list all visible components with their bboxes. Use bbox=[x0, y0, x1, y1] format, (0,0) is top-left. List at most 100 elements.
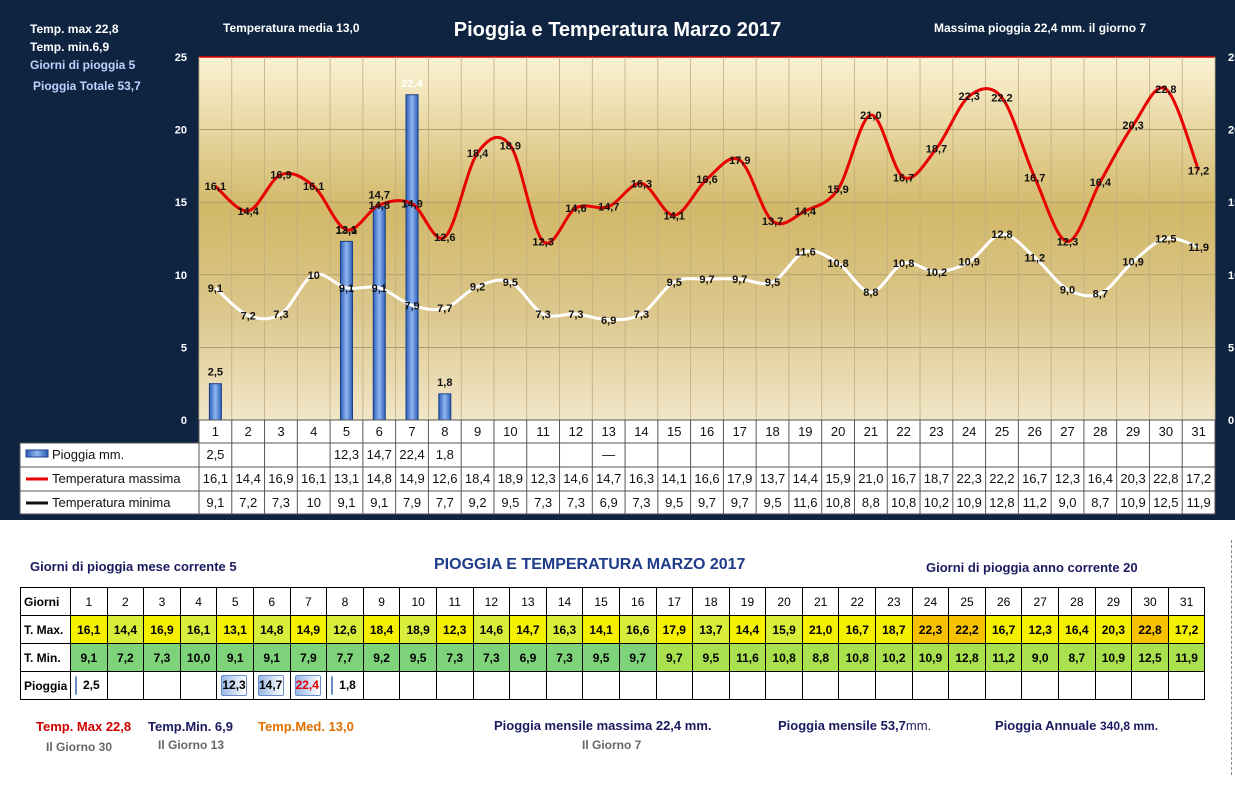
summary-cell: 9,1 bbox=[216, 643, 254, 672]
table-value: 16,4 bbox=[1088, 471, 1113, 486]
summary-cell: 19 bbox=[728, 587, 767, 616]
table-value: 9,1 bbox=[206, 495, 224, 510]
rain-cell-bar: 14,7 bbox=[257, 675, 284, 696]
table-value: 16,6 bbox=[694, 471, 719, 486]
table-value: 7,3 bbox=[272, 495, 290, 510]
table-value: 12,8 bbox=[989, 495, 1014, 510]
summary-cell: 7,3 bbox=[435, 643, 474, 672]
tmin-point-label: 7,3 bbox=[568, 309, 583, 321]
day-label: 4 bbox=[310, 424, 317, 439]
summary-row-label: T. Min. bbox=[20, 643, 71, 672]
table-value: 16,7 bbox=[891, 471, 916, 486]
summary-cell: 21,0 bbox=[801, 615, 840, 644]
summary-cell: 7,3 bbox=[143, 643, 181, 672]
max-rain-stat: Massima pioggia 22,4 mm. il giorno 7 bbox=[934, 21, 1147, 35]
table-value: 21,0 bbox=[858, 471, 883, 486]
rain-cell-bar: 1,8 bbox=[331, 676, 358, 695]
summary-cell: 23 bbox=[875, 587, 913, 616]
day-label: 26 bbox=[1028, 424, 1042, 439]
summary-row-label: T. Max. bbox=[20, 615, 71, 644]
rain-cell-bar: 2,5 bbox=[75, 676, 102, 695]
footer-tmed: Temp.Med. 13,0 bbox=[258, 719, 354, 734]
summary-cell bbox=[362, 671, 401, 700]
tmin-point-label: 9,0 bbox=[1060, 284, 1075, 296]
summary-cell: 31 bbox=[1167, 587, 1206, 616]
table-value: 16,1 bbox=[301, 471, 326, 486]
tmax-point-label: 16,7 bbox=[1024, 173, 1045, 185]
summary-cell bbox=[106, 671, 145, 700]
summary-cell bbox=[509, 671, 547, 700]
summary-cell: 22,2 bbox=[948, 615, 986, 644]
y-tick-label-right: 25 bbox=[1228, 52, 1235, 64]
day-label: 15 bbox=[667, 424, 681, 439]
y-tick-label-right: 20 bbox=[1228, 125, 1235, 137]
rain-days-stat: Giorni di pioggia 5 bbox=[30, 58, 136, 72]
day-label: 16 bbox=[700, 424, 714, 439]
table-value: 16,1 bbox=[203, 471, 228, 486]
day-label: 31 bbox=[1191, 424, 1205, 439]
summary-cell: 16,4 bbox=[1058, 615, 1096, 644]
summary-cell: 11,2 bbox=[984, 643, 1023, 672]
table-value: 12,6 bbox=[432, 471, 457, 486]
summary-cell: 10,0 bbox=[179, 643, 218, 672]
summary-cell bbox=[801, 671, 840, 700]
tmin-point-label: 7,3 bbox=[535, 309, 550, 321]
footer-year-rain-label: Pioggia Annuale bbox=[995, 718, 1100, 733]
tmin-point-label: 9,1 bbox=[372, 283, 387, 295]
summary-cell: 7,7 bbox=[326, 643, 364, 672]
tmin-point-label: 8,8 bbox=[863, 287, 878, 299]
day-label: 5 bbox=[343, 424, 350, 439]
rain-cell-bar: 22,4 bbox=[294, 675, 321, 696]
tmax-point-label: 16,1 bbox=[303, 181, 324, 193]
tmax-point-label: 17,2 bbox=[1188, 165, 1209, 177]
table-value: 1,8 bbox=[436, 447, 454, 462]
table-value: 22,3 bbox=[957, 471, 982, 486]
table-value: 14,8 bbox=[367, 471, 392, 486]
tmin-point-label: 7,3 bbox=[273, 309, 288, 321]
tmax-point-label: 14,1 bbox=[664, 210, 685, 222]
table-value: 22,2 bbox=[989, 471, 1014, 486]
summary-cell bbox=[875, 671, 913, 700]
table-value: 9,2 bbox=[469, 495, 487, 510]
table-value: 18,9 bbox=[498, 471, 523, 486]
summary-cell: 14,8 bbox=[252, 615, 291, 644]
summary-cell: 16,7 bbox=[984, 615, 1023, 644]
summary-cell: 8 bbox=[326, 587, 364, 616]
table-value: 9,7 bbox=[698, 495, 716, 510]
summary-cell: 17,9 bbox=[655, 615, 694, 644]
summary-cell: 6,9 bbox=[509, 643, 547, 672]
table-value: 14,7 bbox=[596, 471, 621, 486]
chart-title: Pioggia e Temperatura Marzo 2017 bbox=[453, 19, 782, 41]
tmax-point-label: 14,7 bbox=[598, 202, 619, 214]
tmax-stat: Temp. max 22,8 bbox=[30, 22, 119, 36]
summary-cell: 13,1 bbox=[216, 615, 254, 644]
rain-bar bbox=[438, 393, 452, 421]
summary-cell bbox=[1058, 671, 1096, 700]
footer-year-rain-unit: mm. bbox=[1130, 719, 1159, 733]
summary-cell bbox=[948, 671, 986, 700]
footer-tmin-day: Il Giorno 13 bbox=[158, 738, 225, 752]
tmax-point-label: 20,3 bbox=[1122, 120, 1143, 132]
rain-bar bbox=[405, 94, 419, 421]
table-value: 10,8 bbox=[891, 495, 916, 510]
tmax-point-label: 17,9 bbox=[729, 155, 750, 167]
summary-cell bbox=[1167, 671, 1206, 700]
summary-cell: 15,9 bbox=[765, 615, 803, 644]
day-label: 8 bbox=[441, 424, 448, 439]
rain-cell-bar: 12,3 bbox=[221, 675, 248, 696]
tmax-point-label: 13,7 bbox=[762, 216, 783, 228]
summary-cell bbox=[618, 671, 657, 700]
summary-cell: 18,9 bbox=[399, 615, 437, 644]
table-value: 11,9 bbox=[1186, 495, 1210, 510]
summary-cell: 14,4 bbox=[106, 615, 145, 644]
table-value: 9,1 bbox=[337, 495, 355, 510]
table-value: 13,1 bbox=[334, 471, 359, 486]
table-value: 20,3 bbox=[1120, 471, 1145, 486]
summary-cell bbox=[1094, 671, 1133, 700]
summary-cell: 16,7 bbox=[838, 615, 877, 644]
summary-cell: 11 bbox=[435, 587, 474, 616]
tmin-point-label: 9,7 bbox=[732, 274, 747, 286]
tmin-point-label: 7,9 bbox=[404, 300, 419, 312]
summary-cell: 7,9 bbox=[289, 643, 328, 672]
summary-cell: 17,2 bbox=[1167, 615, 1206, 644]
